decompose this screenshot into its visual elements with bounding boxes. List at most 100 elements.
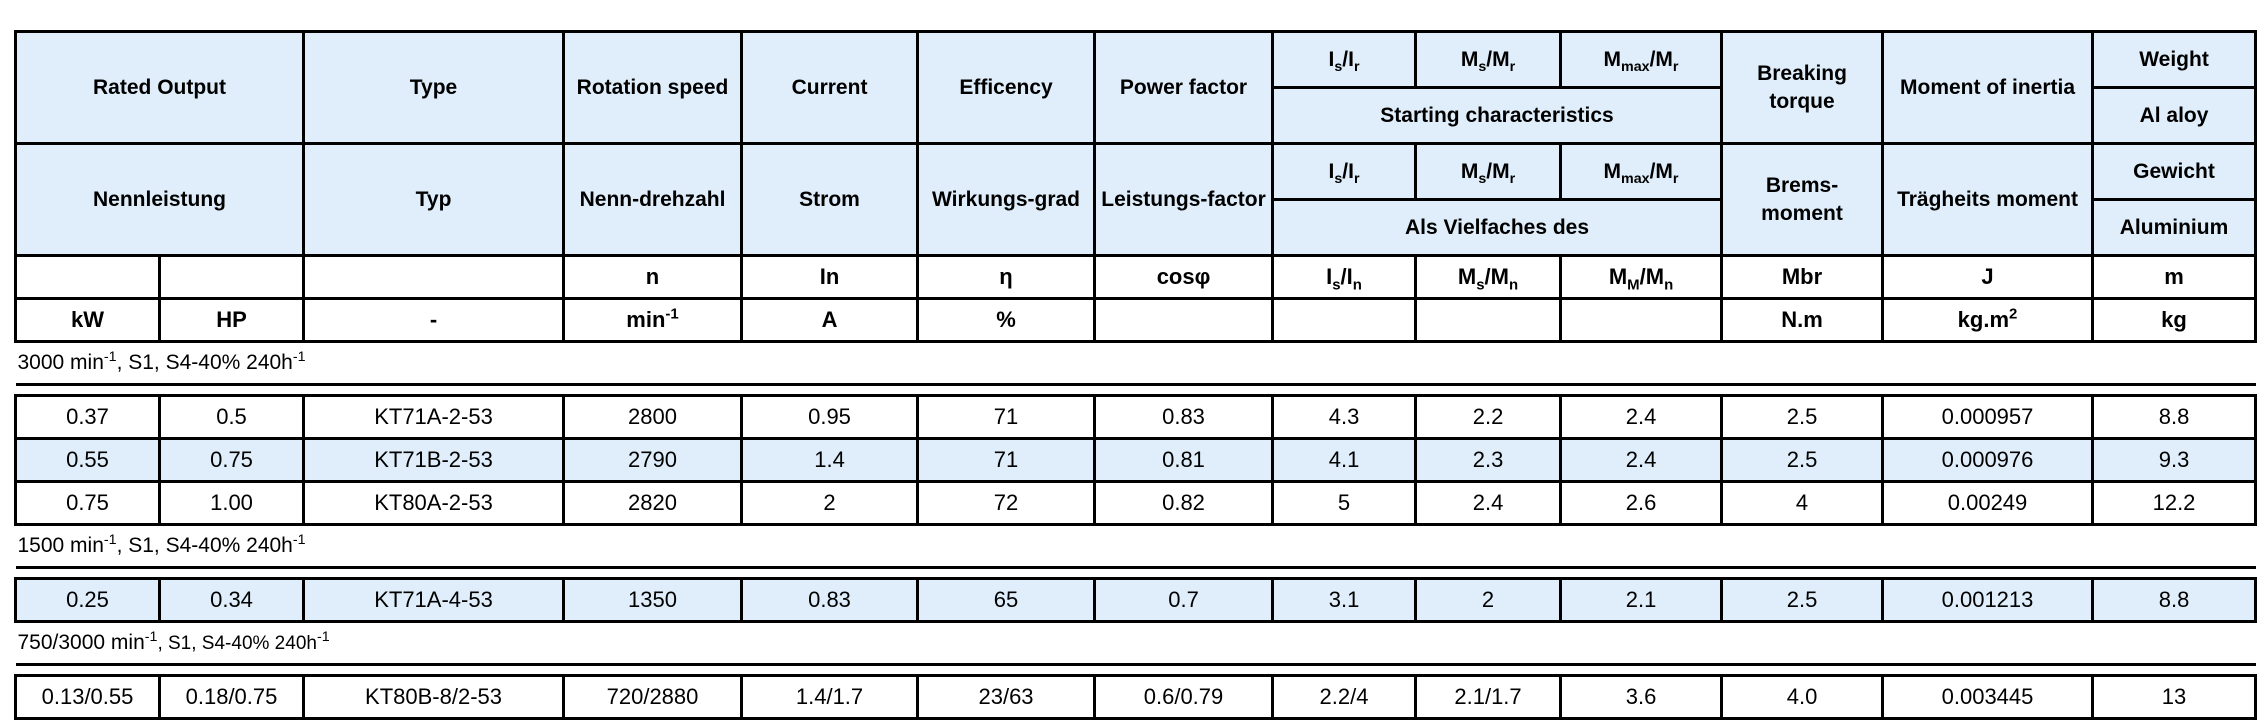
cell-type: KT80B-8/2-53 — [302, 674, 566, 720]
cell-type: KT71A-4-53 — [302, 577, 566, 623]
cell-is-in: 2.2/4 — [1271, 674, 1418, 720]
aluminium-header: Aluminium — [2091, 198, 2258, 257]
cell-speed: 2820 — [562, 480, 744, 526]
cell-power-factor: 0.82 — [1093, 480, 1275, 526]
symbol-m: m — [2091, 254, 2258, 300]
cell-speed: 720/2880 — [562, 674, 744, 720]
cell-kw: 0.13/0.55 — [14, 674, 161, 720]
cell-speed: 1350 — [562, 577, 744, 623]
cell-inertia: 0.003445 — [1881, 674, 2095, 720]
current-header: Current — [740, 30, 920, 145]
section-gap — [15, 663, 2256, 677]
unit-pct: % — [916, 297, 1097, 343]
cell-weight: 8.8 — [2091, 394, 2258, 440]
cell-speed: 2790 — [562, 437, 744, 483]
cell-brake-torque: 4.0 — [1720, 674, 1885, 720]
wirkungsgrad-header: Wirkungs-grad — [916, 142, 1097, 257]
ms-mr-header-de: Ms/Mr — [1414, 142, 1563, 201]
table-row: 0.75 1.00 KT80A-2-53 2820 2 72 0.82 5 2.4 2.6 4 0.0… — [14, 480, 2258, 526]
cell-current: 1.4/1.7 — [740, 674, 920, 720]
cell-mm-mn: 2.4 — [1559, 437, 1724, 483]
cell-inertia: 0.001213 — [1881, 577, 2095, 623]
section-gap — [15, 566, 2256, 580]
table-row: 0.37 0.5 KT71A-2-53 2800 0.95 71 0.83 4.3 2.2 2.4… — [14, 394, 2258, 440]
cell-ms-mn: 2.3 — [1414, 437, 1563, 483]
cell-brake-torque: 4 — [1720, 480, 1885, 526]
section-title: 1500 min-1, S1, S4-40% 240h-1 — [15, 523, 2256, 569]
section-title: 3000 min-1, S1, S4-40% 240h-1 — [15, 340, 2256, 386]
section-gap-cell — [15, 383, 2256, 397]
cell-weight: 13 — [2091, 674, 2258, 720]
header-row-de-2: Als Vielfaches des Aluminium — [16, 198, 2258, 257]
cell-brake-torque: 2.5 — [1720, 437, 1885, 483]
nennleistung-header: Nennleistung — [13, 142, 306, 257]
cell-current: 0.83 — [740, 577, 920, 623]
cell-power-factor: 0.81 — [1093, 437, 1275, 483]
moment-of-inertia-header: Moment of inertia — [1881, 30, 2095, 145]
nenndrehzahl-header: Nenn-drehzahl — [562, 142, 744, 257]
sections-body: 3000 min-1, S1, S4-40% 240h-1 0.37 0.5 KT71… — [14, 340, 2258, 720]
cell-inertia: 0.000957 — [1881, 394, 2095, 440]
cell-speed: 2800 — [562, 394, 744, 440]
section-gap-cell — [15, 663, 2256, 677]
cell-brake-torque: 2.5 — [1720, 577, 1885, 623]
cell-is-in: 4.3 — [1271, 394, 1418, 440]
bremsmoment-header: Brems-moment — [1720, 142, 1885, 257]
cell-type: KT71A-2-53 — [302, 394, 566, 440]
unit-min: min-1 — [562, 297, 744, 343]
unit-a: A — [740, 297, 920, 343]
weight-header: Weight — [2091, 30, 2258, 89]
cell-kw: 0.75 — [14, 480, 161, 526]
cell-efficiency: 23/63 — [916, 674, 1097, 720]
cell-ms-mn: 2.4 — [1414, 480, 1563, 526]
table-row: 0.25 0.34 KT71A-4-53 1350 0.83 65 0.7 3.1 2 2.1 2.… — [14, 577, 2258, 623]
strom-header: Strom — [740, 142, 920, 257]
cell-efficiency: 71 — [916, 394, 1097, 440]
breaking-torque-header: Breaking torque — [1720, 30, 1885, 145]
ms-mr-header: Ms/Mr — [1414, 30, 1563, 89]
als-vielfaches-header: Als Vielfaches des — [1271, 198, 1724, 257]
cell-mm-mn: 2.4 — [1559, 394, 1724, 440]
symbol-cell — [14, 254, 161, 300]
symbol-eta: η — [916, 254, 1097, 300]
unit-cell — [1559, 297, 1724, 343]
is-ir-header-de: Is/Ir — [1271, 142, 1418, 201]
symbol-ms-mn: Ms/Mn — [1414, 254, 1563, 300]
leistungsfactor-header: Leistungs-factor — [1093, 142, 1275, 257]
cell-efficiency: 72 — [916, 480, 1097, 526]
section-title-row: 750/3000 min-1, S1, S4-40% 240h-1 — [15, 620, 2256, 666]
cell-mm-mn: 2.1 — [1559, 577, 1724, 623]
cell-kw: 0.55 — [14, 437, 161, 483]
section-gap — [15, 383, 2256, 397]
type-header: Type — [302, 30, 566, 145]
gewicht-header: Gewicht — [2091, 142, 2258, 201]
cell-current: 2 — [740, 480, 920, 526]
header-row-de-1: Nennleistung Typ Nenn-drehzahl Strom Wir… — [13, 142, 2258, 257]
cell-hp: 1.00 — [157, 480, 306, 526]
cell-kw: 0.37 — [14, 394, 161, 440]
unit-kg: kg — [2091, 297, 2258, 343]
unit-kgm2: kg.m2 — [1881, 297, 2095, 343]
cell-type: KT80A-2-53 — [302, 480, 566, 526]
cell-brake-torque: 2.5 — [1720, 394, 1885, 440]
table-row: 0.13/0.55 0.18/0.75 KT80B-8/2-53 720/2880 1.… — [14, 674, 2258, 720]
symbol-cell — [302, 254, 566, 300]
cell-efficiency: 71 — [916, 437, 1097, 483]
symbol-mbr: Mbr — [1720, 254, 1885, 300]
mmax-mr-header-de: Mmax/Mr — [1559, 142, 1724, 201]
unit-type: - — [302, 297, 566, 343]
symbol-cosphi: cosφ — [1093, 254, 1275, 300]
cell-current: 1.4 — [740, 437, 920, 483]
cell-current: 0.95 — [740, 394, 920, 440]
cell-power-factor: 0.7 — [1093, 577, 1275, 623]
symbol-n: n — [562, 254, 744, 300]
motor-spec-table: Rated Output Type Rotation speed Current… — [13, 30, 2258, 720]
cell-weight: 12.2 — [2091, 480, 2258, 526]
unit-hp: HP — [157, 297, 306, 343]
section-title-row: 3000 min-1, S1, S4-40% 240h-1 — [15, 340, 2256, 386]
cell-is-in: 3.1 — [1271, 577, 1418, 623]
cell-hp: 0.34 — [157, 577, 306, 623]
efficiency-header: Efficency — [916, 30, 1097, 145]
unit-cell — [1414, 297, 1563, 343]
symbol-mm-mn: MM/Mn — [1559, 254, 1724, 300]
